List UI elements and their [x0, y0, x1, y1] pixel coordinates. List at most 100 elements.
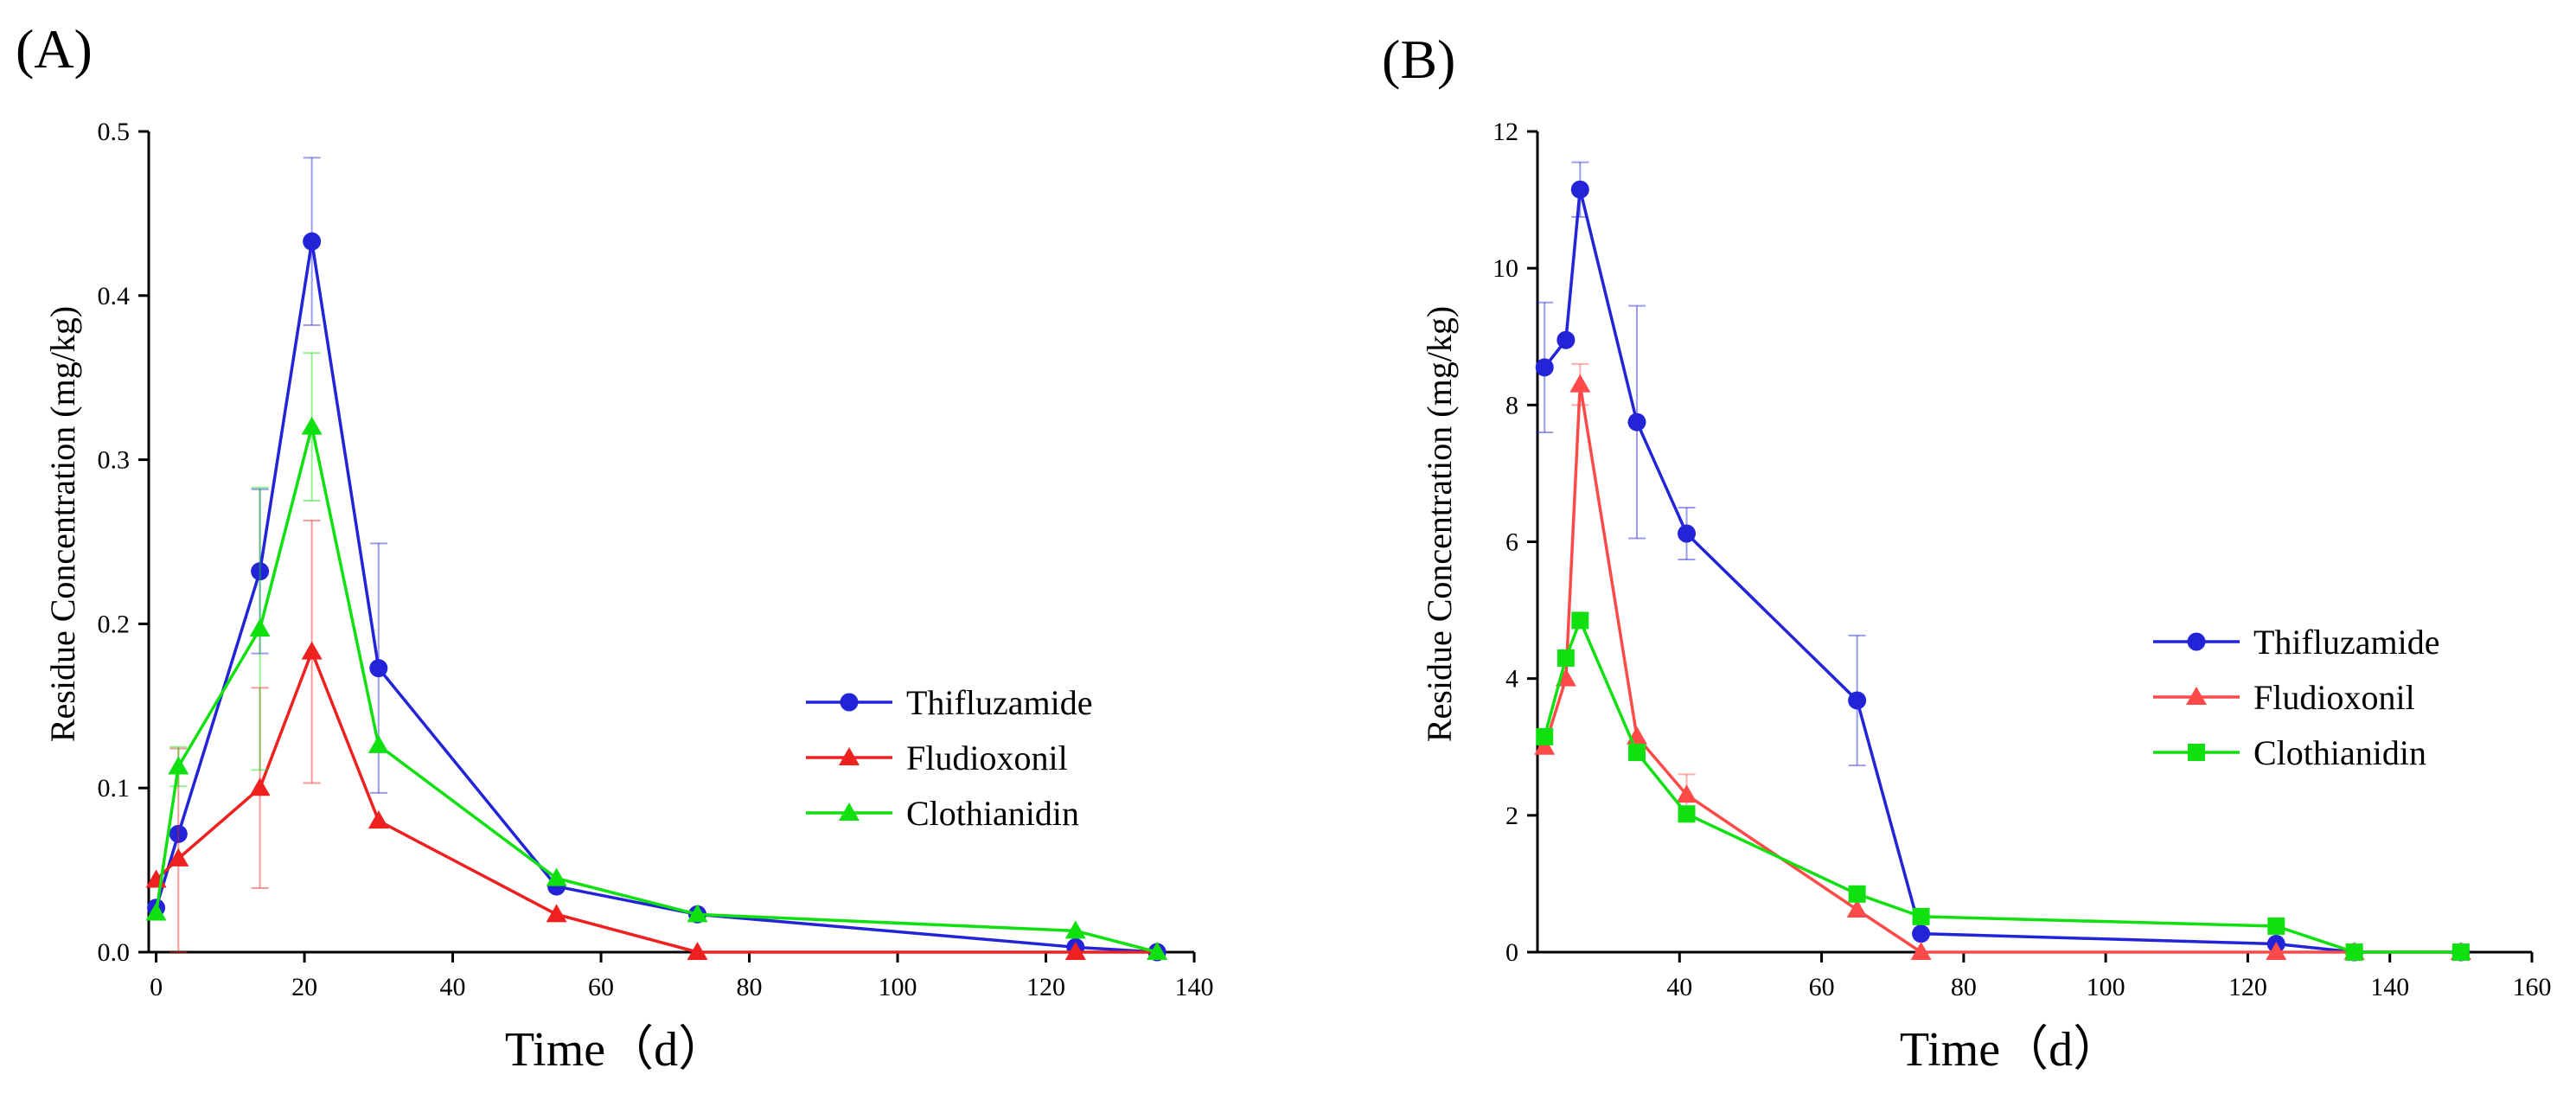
panel-b-series-clothianidin-point [1678, 805, 1696, 823]
panel-b-series-fludioxonil-line [1543, 384, 2461, 954]
panel-b-series-fludioxonil-point [1910, 942, 1932, 960]
panel-b-legend-marker [2187, 632, 2206, 651]
panel-a-y-tick-label: 0.0 [98, 938, 131, 967]
panel-a-series-fludioxonil [145, 519, 1168, 960]
panel-a-series-clothianidin-point [1147, 942, 1168, 960]
panel-a-x-tick-label: 20 [291, 973, 317, 1001]
panel-a-legend-marker [839, 803, 860, 821]
panel-b-series-thifluzamide-point [1556, 330, 1576, 349]
panel-b-series-clothianidin-point [1912, 907, 1930, 925]
panel-a-series-clothianidin-point [368, 734, 389, 753]
panel-b-y-tick-label: 6 [1505, 528, 1518, 557]
panel-a-x-tick-label: 100 [879, 973, 917, 1001]
panel-b-series-fludioxonil [1534, 362, 2471, 960]
panel-b-series-thifluzamide-point [1570, 180, 1589, 199]
panel-b-y-tick-label: 2 [1505, 802, 1518, 830]
panel-b-legend-label-clothianidin: Clothianidin [2253, 733, 2426, 772]
panel-a-legend-label-clothianidin: Clothianidin [906, 794, 1079, 833]
panel-a-series-clothianidin-point [687, 904, 708, 923]
panel-a-x-tick-label: 40 [440, 973, 466, 1001]
panel-b-series-clothianidin-point [2451, 943, 2470, 961]
panel-b-x-tick-label: 80 [1951, 973, 1977, 1001]
panel-a-x-tick-label: 140 [1175, 973, 1214, 1001]
panel-a-x-tick-label: 80 [737, 973, 763, 1001]
panel-b-series-clothianidin-point [2345, 943, 2363, 961]
panel-a-series-thifluzamide-line [154, 240, 1158, 954]
panel-b-y-tick-label: 4 [1505, 665, 1518, 694]
panel-b-x-axis-title: Time（d） [1900, 1023, 2121, 1077]
panel-a-x-tick-label: 60 [588, 973, 614, 1001]
panel-b-legend-label-fludioxonil: Fludioxonil [2253, 678, 2415, 717]
panel-a-plot-area: 0 20 40 60 80 100 120 140 0.0 0.1 0.2 0.3 0.4 0.5 Thif… [98, 118, 1214, 1001]
panel-b-y-tick-label: 8 [1505, 391, 1518, 419]
panel-a-series-fludioxonil-point [546, 904, 567, 923]
panel-a-series-thifluzamide-point [251, 562, 270, 581]
panel-b-series-clothianidin-point [1571, 611, 1589, 630]
panel-a-series-clothianidin-point [546, 867, 567, 886]
panel-a-y-tick-label: 0.5 [98, 118, 131, 146]
panel-a-series-thifluzamide-point [169, 824, 188, 843]
panel-b-x-tick-label: 160 [2513, 973, 2552, 1001]
panel-a-y-tick-label: 0.3 [98, 446, 131, 475]
panel-a-series-fludioxonil-point [301, 641, 323, 660]
panel-a-series-clothianidin-point [145, 902, 167, 921]
panel-b-series-clothianidin-point [1628, 744, 1646, 762]
panel-a-series-fludioxonil-point [687, 942, 708, 960]
panel-a-label: (A) [16, 18, 93, 80]
panel-b-series-thifluzamide-point [1912, 924, 1931, 943]
panel-b-y-axis-title: Residue Concentration (mg/kg) [1420, 306, 1459, 742]
panel-a-series-thifluzamide-point [369, 659, 388, 678]
panel-b-series-fludioxonil-point [2266, 942, 2287, 960]
panel-b-y-tick-label: 0 [1505, 938, 1518, 967]
panel-a: (A) Residue Concentration (mg/kg) Time（d… [16, 18, 1214, 1077]
panel-a-legend: Thifluzamide Fludioxonil Clothianidin [806, 683, 1092, 833]
panel-a-legend-marker [840, 693, 859, 712]
panel-a-series-fludioxonil-point [168, 847, 189, 867]
panel-b: (B) Residue Concentration (mg/kg) Time（d… [1382, 29, 2552, 1077]
panel-a-y-tick-label: 0.2 [98, 610, 131, 638]
panel-a-series-clothianidin-point [301, 416, 323, 435]
panel-b-series-thifluzamide-point [1535, 358, 1554, 377]
panel-b-series-thifluzamide [1535, 161, 2471, 962]
panel-b-series-clothianidin-point [1556, 649, 1575, 667]
panel-a-series-clothianidin-point [1064, 920, 1086, 939]
panel-b-label: (B) [1382, 29, 1455, 90]
panel-b-x-tick-label: 120 [2228, 973, 2267, 1001]
panel-b-series-thifluzamide-line [1543, 189, 2461, 954]
panel-a-series-fludioxonil-point [368, 810, 389, 829]
panel-b-x-tick-label: 60 [1809, 973, 1835, 1001]
panel-a-series-thifluzamide [147, 157, 1167, 962]
panel-b-legend-marker [2188, 744, 2205, 761]
panel-a-series-thifluzamide-point [303, 232, 322, 251]
panel-b-legend: Thifluzamide Fludioxonil Clothianidin [2153, 623, 2439, 772]
panel-b-series-thifluzamide-point [1848, 691, 1867, 710]
panel-a-legend-label-thifluzamide: Thifluzamide [906, 683, 1092, 722]
panel-a-legend-label-fludioxonil: Fludioxonil [906, 739, 1068, 777]
panel-a-series-fludioxonil-point [249, 777, 271, 796]
panel-a-series-fludioxonil-point [1064, 942, 1086, 960]
panel-b-plot-area: 40 60 80 100 120 140 160 0 2 4 6 8 10 12 Thifluzamide F… [1493, 118, 2552, 1001]
panel-a-y-axis-title: Residue Concentration (mg/kg) [43, 306, 82, 742]
panel-a-series-clothianidin-point [168, 756, 189, 775]
panel-b-series-thifluzamide-point [1627, 412, 1646, 432]
panel-b-series-clothianidin-line [1543, 616, 2461, 954]
panel-a-series-clothianidin-point [249, 618, 271, 637]
panel-b-series-clothianidin-point [1848, 885, 1866, 903]
panel-a-y-tick-label: 0.1 [98, 774, 131, 803]
panel-a-legend-marker [839, 747, 860, 765]
panel-b-x-tick-label: 40 [1666, 973, 1692, 1001]
panel-b-series-fludioxonil-point [1676, 784, 1697, 803]
panel-b-series-clothianidin-point [1536, 727, 1554, 745]
panel-a-x-axis-title: Time（d） [505, 1023, 726, 1077]
panel-b-series-clothianidin-point [2267, 917, 2285, 935]
panel-a-x-tick-label: 0 [150, 973, 163, 1001]
panel-b-series-fludioxonil-point [1569, 374, 1591, 393]
panel-b-series-clothianidin [1536, 611, 2470, 961]
panel-b-y-tick-label: 12 [1493, 118, 1518, 146]
panel-a-x-tick-label: 120 [1026, 973, 1065, 1001]
panel-a-y-tick-label: 0.4 [98, 282, 131, 310]
panel-a-series-clothianidin [145, 352, 1168, 960]
panel-b-x-tick-label: 140 [2370, 973, 2409, 1001]
panel-b-legend-label-thifluzamide: Thifluzamide [2253, 623, 2439, 662]
